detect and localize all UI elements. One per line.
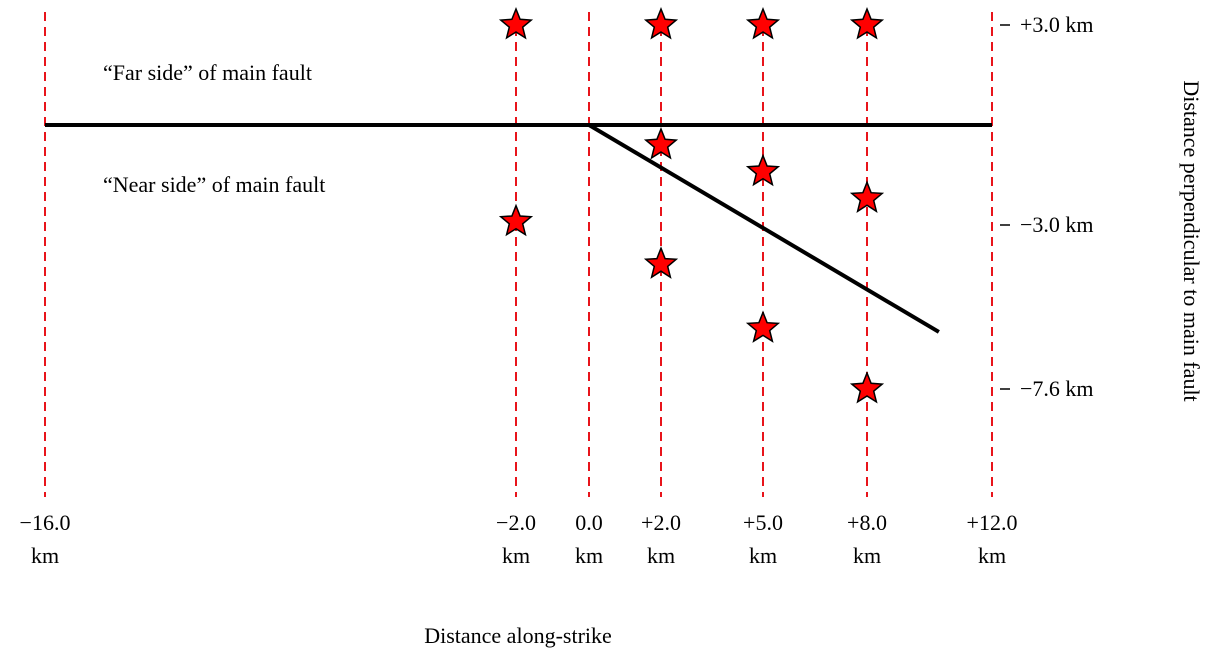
branch-fault-line — [587, 123, 940, 334]
station-star-icon — [745, 153, 781, 187]
station-star-icon — [643, 126, 679, 160]
x-tick-unit: km — [575, 543, 603, 568]
x-tick-label: −16.0 — [20, 510, 71, 535]
station-star-icon — [849, 180, 885, 213]
station-star-icon — [498, 6, 534, 40]
station-star-icon — [745, 6, 781, 40]
x-tick-label: +12.0 — [967, 510, 1018, 535]
x-tick-unit: km — [978, 543, 1006, 568]
y-axis-title: Distance perpendicular to main fault — [1179, 80, 1204, 401]
near-side-label: “Near side” of main fault — [103, 172, 325, 197]
x-axis-title: Distance along-strike — [424, 623, 612, 648]
x-tick-label: +8.0 — [847, 510, 887, 535]
station-star-icon — [643, 6, 679, 40]
far-side-label: “Far side” of main fault — [103, 60, 312, 85]
stations — [498, 6, 885, 404]
x-tick-unit: km — [31, 543, 59, 568]
station-star-icon — [745, 310, 781, 343]
x-tick-label: 0.0 — [575, 510, 603, 535]
station-star-icon — [643, 246, 679, 279]
station-star-icon — [498, 203, 534, 237]
x-tick-label: +2.0 — [641, 510, 681, 535]
x-tick-unit: km — [749, 543, 777, 568]
y-tick-label: −3.0 km — [1020, 212, 1094, 237]
y-tick-label: +3.0 km — [1020, 12, 1094, 37]
station-star-icon — [849, 6, 885, 40]
y-tick-label: −7.6 km — [1020, 376, 1094, 401]
x-tick-label: +5.0 — [743, 510, 783, 535]
tick-labels: −16.0 km −2.0 km 0.0 km +2.0 km +5.0 km +8.0 km +12.… — [20, 12, 1094, 568]
x-tick-unit: km — [502, 543, 530, 568]
x-tick-unit: km — [853, 543, 881, 568]
fault-lines — [45, 123, 992, 334]
x-tick-unit: km — [647, 543, 675, 568]
x-tick-label: −2.0 — [496, 510, 536, 535]
station-star-icon — [849, 370, 885, 404]
